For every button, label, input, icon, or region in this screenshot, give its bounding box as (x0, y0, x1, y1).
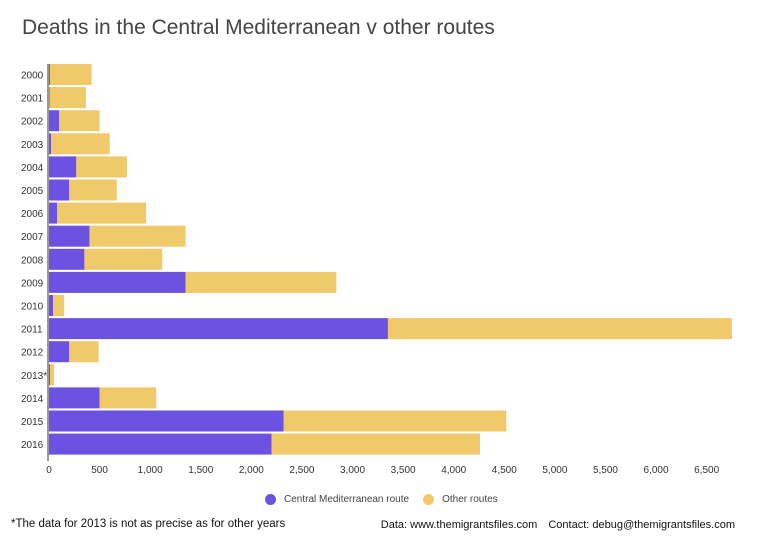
bar-other-routes[interactable] (51, 133, 110, 155)
y-tick-label: 2015 (21, 417, 44, 428)
bar-central-mediterranean[interactable] (49, 202, 58, 224)
bar-other-routes[interactable] (387, 318, 732, 340)
y-tick-label: 2016 (21, 440, 44, 451)
y-tick-label: 2002 (21, 117, 44, 128)
bar-central-mediterranean[interactable] (49, 433, 272, 455)
y-tick-label: 2012 (21, 348, 44, 359)
legend-swatch-central-mediterranean (265, 494, 276, 505)
chart-legend: Central Mediterranean route Other routes (265, 494, 512, 505)
x-tick-label: 6,500 (694, 465, 719, 476)
y-tick-label: 2001 (21, 94, 44, 105)
bar-central-mediterranean[interactable] (49, 87, 50, 109)
bar-other-routes[interactable] (49, 87, 86, 109)
x-tick-label: 500 (91, 465, 108, 476)
bar-other-routes[interactable] (185, 271, 337, 293)
contact-info: Contact: debug@themigrantsfiles.com (548, 519, 735, 531)
y-tick-label: 2014 (21, 394, 44, 405)
bar-other-routes[interactable] (53, 295, 65, 316)
y-tick-label: 2003 (21, 140, 44, 151)
bar-other-routes[interactable] (50, 64, 92, 85)
y-tick-label: 2007 (21, 232, 44, 243)
x-tick-label: 2,500 (289, 465, 314, 476)
y-tick-label: 2010 (21, 302, 44, 313)
bar-other-routes[interactable] (69, 341, 99, 363)
bar-other-routes[interactable] (57, 202, 147, 224)
y-tick-label: 2013* (21, 371, 47, 382)
y-tick-label: 2011 (21, 325, 43, 336)
bar-central-mediterranean[interactable] (49, 133, 52, 155)
bar-other-routes[interactable] (89, 225, 186, 247)
bar-other-routes[interactable] (84, 248, 163, 270)
bar-other-routes[interactable] (59, 110, 100, 132)
bar-other-routes[interactable] (271, 433, 481, 455)
bar-other-routes[interactable] (76, 156, 127, 178)
legend-label-other-routes: Other routes (442, 494, 498, 505)
bar-other-routes[interactable] (283, 410, 507, 432)
bar-central-mediterranean[interactable] (49, 341, 70, 363)
bar-central-mediterranean[interactable] (49, 318, 388, 340)
legend-label-central-mediterranean: Central Mediterranean route (284, 494, 410, 505)
legend-swatch-other-routes (423, 494, 435, 505)
y-tick-label: 2004 (21, 163, 44, 174)
bar-central-mediterranean[interactable] (49, 156, 77, 178)
x-tick-label: 5,000 (542, 465, 567, 476)
x-tick-label: 3,500 (391, 465, 416, 476)
y-tick-label: 2000 (21, 71, 44, 82)
x-tick-label: 4,500 (492, 465, 517, 476)
bar-central-mediterranean[interactable] (49, 364, 51, 386)
x-tick-label: 2,000 (239, 465, 264, 476)
bar-central-mediterranean[interactable] (49, 64, 51, 85)
x-tick-label: 0 (46, 465, 52, 476)
bar-other-routes[interactable] (50, 364, 55, 386)
data-source: Data: www.themigrantsfiles.com (380, 519, 538, 531)
legend-item-other-routes[interactable]: Other routes (423, 494, 498, 505)
x-tick-label: 1,500 (188, 465, 213, 476)
bar-central-mediterranean[interactable] (49, 248, 85, 270)
y-tick-label: 2009 (21, 278, 44, 289)
bar-central-mediterranean[interactable] (49, 110, 60, 132)
bar-central-mediterranean[interactable] (49, 271, 186, 293)
credits: Data: www.themigrantsfiles.com Contact: … (373, 519, 735, 531)
y-tick-label: 2005 (21, 186, 44, 197)
legend-item-central-mediterranean[interactable]: Central Mediterranean route (265, 494, 409, 505)
chart-title: Deaths in the Central Mediterranean v ot… (22, 16, 495, 39)
bar-central-mediterranean[interactable] (49, 387, 100, 409)
bar-central-mediterranean[interactable] (49, 225, 90, 247)
x-tick-label: 1,000 (138, 465, 163, 476)
x-tick-label: 4,000 (441, 465, 466, 476)
footnote: *The data for 2013 is not as precise as … (11, 518, 286, 530)
x-tick-label: 5,500 (593, 465, 618, 476)
bar-central-mediterranean[interactable] (49, 179, 70, 201)
bar-other-routes[interactable] (69, 179, 117, 201)
x-tick-label: 6,000 (644, 465, 669, 476)
bar-other-routes[interactable] (99, 387, 157, 409)
x-tick-label: 3,000 (340, 465, 365, 476)
y-tick-label: 2008 (21, 255, 44, 266)
y-tick-label: 2006 (21, 209, 44, 220)
bar-central-mediterranean[interactable] (49, 295, 54, 316)
bar-central-mediterranean[interactable] (49, 410, 284, 432)
